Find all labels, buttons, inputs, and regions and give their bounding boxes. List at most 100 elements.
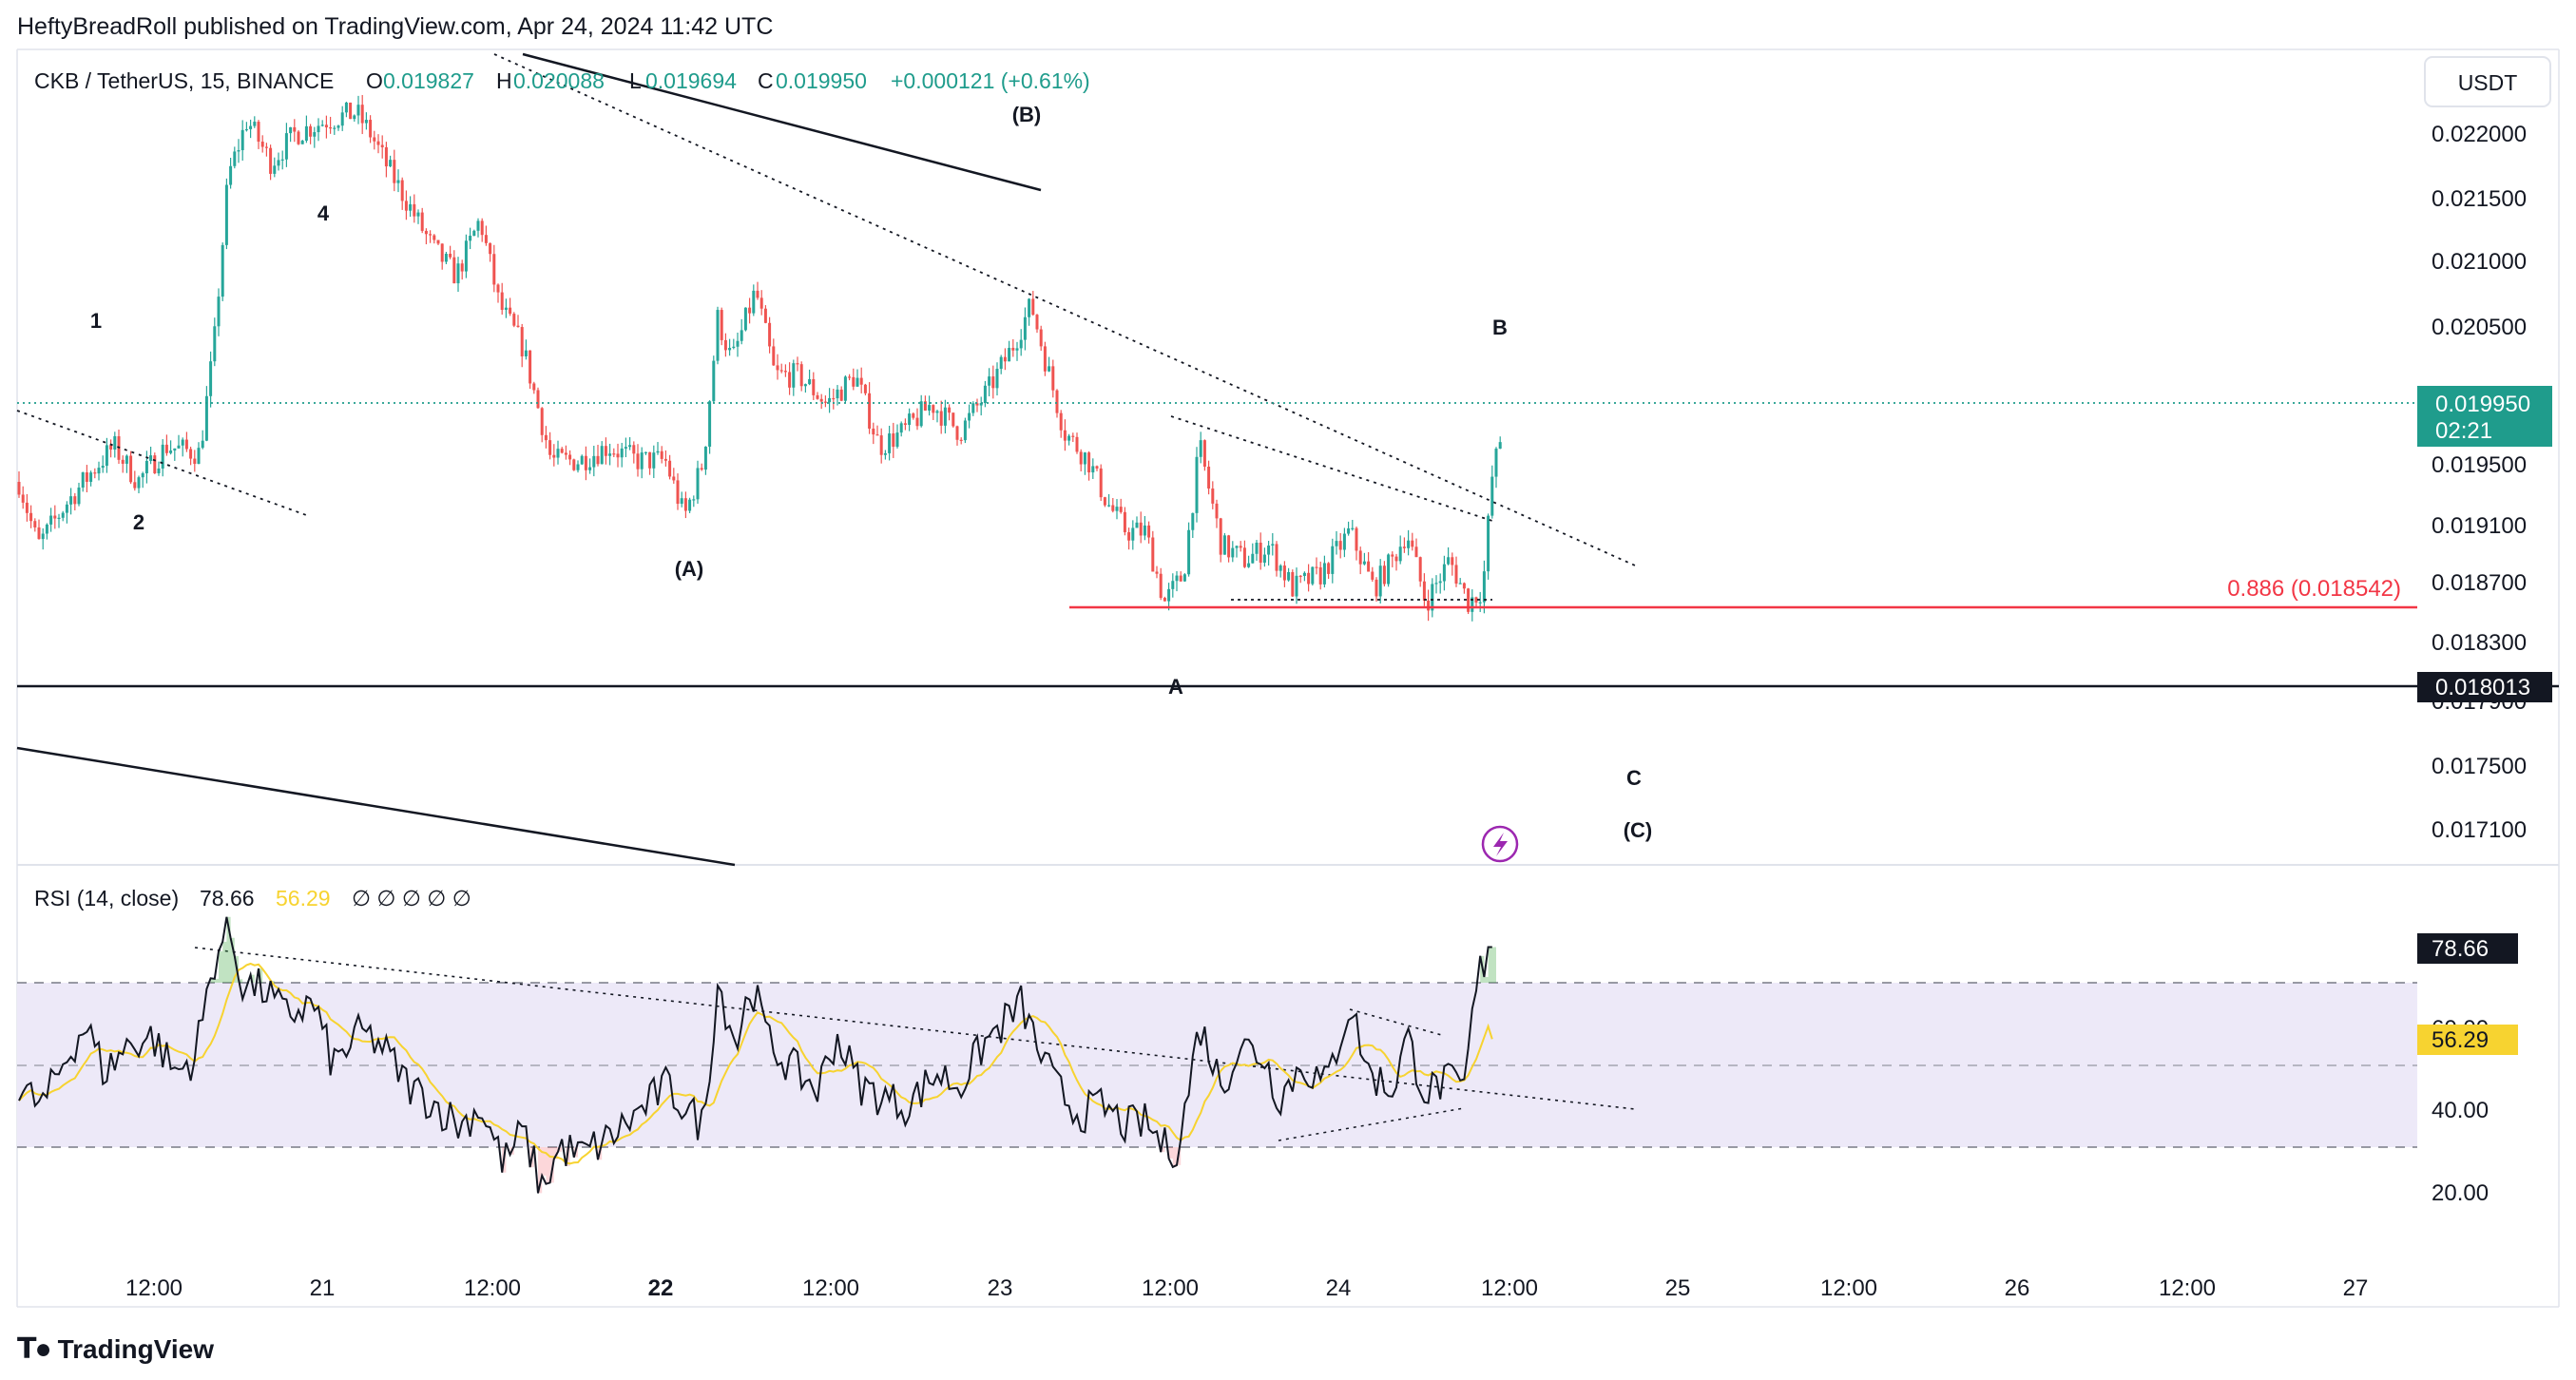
candle-body	[828, 397, 832, 403]
candle-body	[149, 455, 153, 461]
time-tick-label: 23	[988, 1275, 1013, 1301]
candle-body	[708, 401, 712, 447]
candle-body	[1087, 452, 1091, 473]
candle-body	[1278, 565, 1282, 571]
rsi-title[interactable]: RSI (14, close)	[34, 886, 179, 910]
candle-body	[89, 472, 93, 482]
level-black-badge: 0.018013	[2417, 672, 2552, 702]
candle-body	[899, 423, 903, 433]
candle-body	[1358, 550, 1362, 565]
candle-body	[1187, 529, 1191, 575]
level-black-value: 0.018013	[2435, 675, 2530, 700]
candle-body	[1163, 598, 1166, 602]
candle-body	[1322, 563, 1326, 585]
wave-label-b: B	[1492, 316, 1508, 339]
candle-body	[756, 290, 759, 298]
candle-body	[45, 524, 48, 534]
wave-label-1: 1	[90, 309, 102, 333]
candle-body	[683, 498, 687, 511]
candle-body	[983, 385, 987, 404]
candle-body	[939, 411, 943, 426]
candle-body	[803, 384, 807, 387]
price-tick-label: 0.019500	[2432, 452, 2527, 478]
rsi-tick-label: 20.00	[2432, 1180, 2489, 1206]
candle-series	[17, 94, 1502, 622]
candle-body	[620, 448, 624, 458]
candle-body	[41, 533, 45, 540]
candle-body	[484, 235, 488, 243]
time-tick-label: 12:00	[802, 1275, 859, 1301]
tradingview-logo[interactable]: 𝗧● TradingView	[17, 1332, 214, 1366]
rsi-oversold-fill	[502, 1147, 1182, 1194]
candle-body	[524, 350, 528, 357]
currency-button[interactable]: USDT	[2424, 56, 2551, 107]
candle-body	[1067, 435, 1071, 441]
candle-body	[1490, 476, 1494, 516]
wave-label-a-paren: (A)	[675, 557, 704, 581]
candle-body	[456, 263, 460, 284]
candle-body	[855, 377, 859, 387]
candle-body	[568, 454, 572, 460]
candle-body	[1342, 533, 1346, 550]
candle-body	[464, 240, 468, 272]
candle-body	[409, 203, 413, 211]
candle-body	[164, 444, 168, 453]
candle-body	[141, 473, 144, 478]
candle-body	[588, 467, 592, 470]
candle-body	[433, 235, 436, 240]
candle-body	[1307, 572, 1311, 585]
candle-body	[1355, 527, 1358, 551]
rsi-line	[18, 916, 1492, 1194]
candle-body	[224, 184, 228, 245]
candle-body	[1431, 584, 1434, 611]
candle-body	[1287, 571, 1291, 581]
candle-body	[572, 459, 576, 470]
candle-body	[424, 230, 428, 235]
candle-body	[759, 297, 763, 309]
candle-body	[1031, 298, 1035, 316]
candle-body	[404, 201, 408, 211]
candle-body	[1282, 565, 1286, 581]
candle-body	[369, 120, 373, 138]
candle-body	[636, 453, 640, 470]
candle-body	[768, 322, 772, 347]
candle-body	[799, 364, 803, 387]
candle-body	[959, 439, 963, 441]
candle-body	[1147, 525, 1151, 538]
candle-body	[233, 151, 237, 166]
trendline-dotted-left	[16, 410, 310, 517]
trendline-dotted-main	[493, 53, 1636, 566]
candle-body	[201, 440, 204, 449]
candle-body	[1043, 346, 1047, 372]
candle-body	[29, 512, 33, 522]
candle-body	[129, 455, 133, 483]
candle-body	[859, 377, 863, 385]
candle-body	[1211, 489, 1215, 504]
price-tick-label: 0.019100	[2432, 513, 2527, 539]
candle-body	[668, 460, 672, 477]
time-axis[interactable]: 12:00 21 12:00 22 12:00 23 12:00 24 12:00 25 12:00…	[125, 1275, 2368, 1301]
candle-body	[1075, 436, 1079, 452]
candle-body	[868, 393, 872, 429]
candle-body	[1338, 541, 1342, 550]
candle-body	[197, 448, 201, 465]
legend-symbol[interactable]: CKB / TetherUS, 15, BINANCE	[34, 68, 334, 93]
legend-h-label: H	[496, 68, 512, 93]
candle-body	[469, 236, 472, 241]
candle-body	[1315, 566, 1318, 568]
price-axis[interactable]: 0.022000 0.021500 0.021000 0.020500 0.019500…	[2432, 122, 2527, 843]
candle-body	[504, 307, 508, 310]
candle-body	[1247, 563, 1251, 567]
lightning-icon[interactable]	[1481, 825, 1519, 863]
candle-body	[932, 405, 935, 413]
candle-body	[955, 426, 959, 440]
candle-body	[85, 471, 88, 482]
candle-body	[1262, 554, 1266, 564]
candle-body	[952, 412, 955, 427]
candle-body	[1119, 507, 1123, 512]
candle-body	[680, 498, 683, 505]
candle-body	[97, 468, 101, 474]
candle-body	[221, 244, 224, 297]
brand-label: TradingView	[57, 1333, 215, 1364]
